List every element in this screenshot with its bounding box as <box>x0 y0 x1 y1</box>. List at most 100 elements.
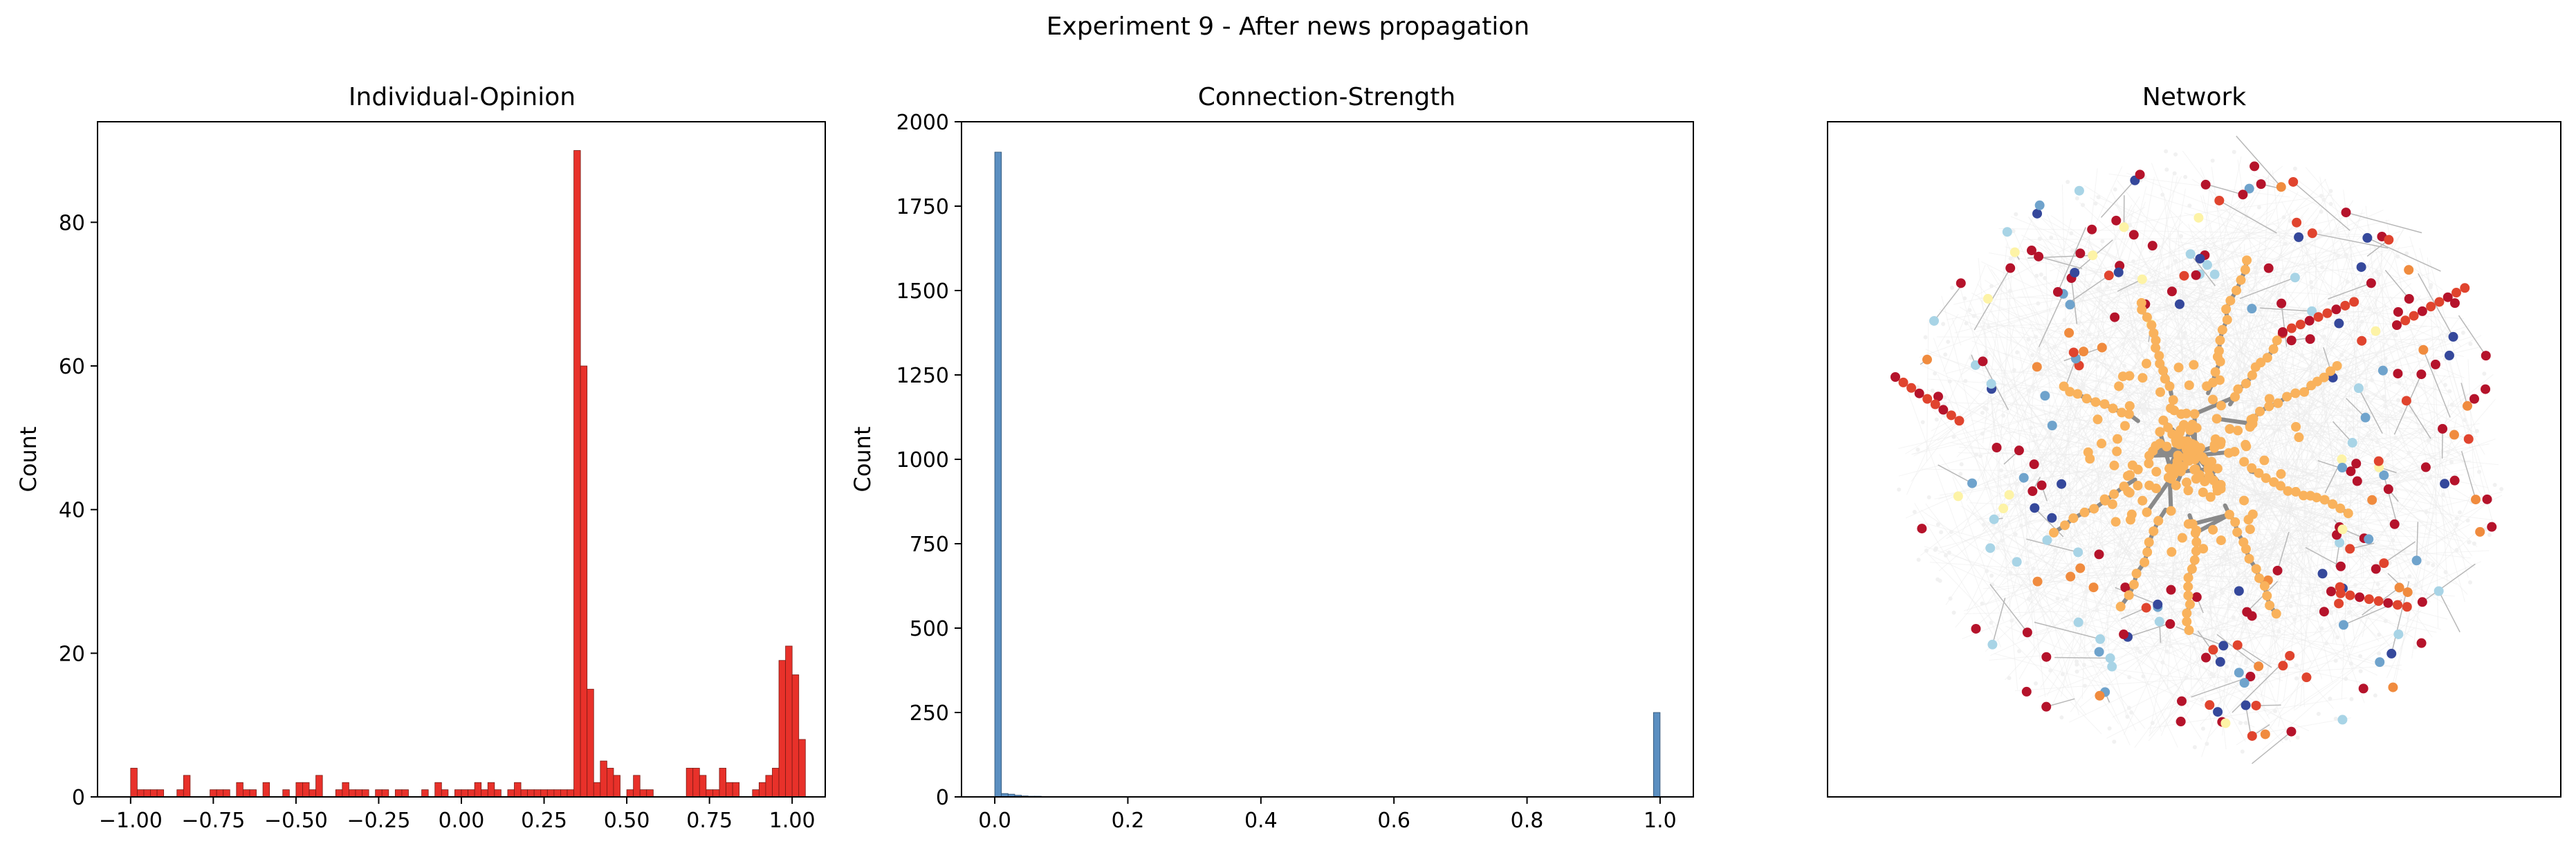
network-faint-node <box>2310 454 2315 459</box>
network-node <box>2346 466 2356 477</box>
network-faint-node <box>2359 320 2364 324</box>
opinion-histogram-bar <box>646 789 654 798</box>
network-cluster-node <box>2189 464 2200 475</box>
network-faint-node <box>2140 327 2145 332</box>
network-background-edge <box>2433 353 2439 628</box>
network-faint-node <box>2298 545 2303 550</box>
network-cluster-node <box>2211 414 2222 424</box>
network-background-edge <box>2336 233 2375 315</box>
network-faint-node <box>2292 411 2297 416</box>
network-cluster-node <box>2090 397 2101 407</box>
network-node <box>2041 652 2052 662</box>
network-faint-node <box>2083 589 2088 594</box>
network-background-edge <box>2210 514 2336 610</box>
network-cluster-node <box>2212 463 2223 474</box>
opinion-histogram-bar <box>580 365 588 798</box>
network-node <box>2238 190 2248 200</box>
network-faint-node <box>1947 379 1952 384</box>
network-edge <box>2216 634 2259 667</box>
network-cluster-node <box>2114 381 2124 392</box>
network-node <box>2113 267 2124 277</box>
network-faint-node <box>2200 697 2205 702</box>
network-cluster-node <box>2107 499 2117 509</box>
network-node <box>2364 534 2374 544</box>
network-faint-node <box>2232 149 2236 154</box>
network-faint-node <box>2055 460 2060 465</box>
network-faint-node <box>1959 462 1964 467</box>
network-faint-node <box>2031 385 2036 389</box>
network-edge <box>2458 315 2487 356</box>
network-node <box>2337 715 2348 725</box>
network-background-edge <box>1980 298 2075 585</box>
network-faint-node <box>2252 606 2257 611</box>
network-cluster-node <box>2240 264 2250 275</box>
network-cluster-node <box>2184 599 2195 609</box>
network-faint-node <box>1915 385 1920 389</box>
network-faint-node <box>1933 546 1938 551</box>
network-cluster-node <box>2115 601 2126 612</box>
network-faint-node <box>2407 450 2411 455</box>
network-cluster-node <box>2256 358 2266 368</box>
network-faint-node <box>2462 418 2467 423</box>
network-faint-node <box>2254 270 2258 275</box>
network-cluster-node <box>2291 422 2301 432</box>
network-node <box>2383 484 2393 495</box>
network-background-edge <box>2405 524 2471 557</box>
network-cluster-node <box>2099 399 2110 410</box>
network-faint-node <box>2017 649 2022 654</box>
network-node <box>2463 434 2474 444</box>
opinion-histogram-xtick-label: 1.00 <box>769 809 816 833</box>
network-node <box>2166 286 2177 297</box>
network-cluster-node <box>2151 342 2161 353</box>
network-faint-node <box>2482 371 2487 376</box>
network-faint-node <box>2160 192 2165 197</box>
network-cluster-node <box>2272 335 2282 346</box>
network-node <box>2393 306 2403 317</box>
network-node <box>2205 700 2215 710</box>
network-faint-node <box>1941 322 1946 327</box>
network-faint-node <box>2028 549 2033 554</box>
network-node <box>2481 384 2491 394</box>
network-node <box>2462 401 2472 411</box>
network-faint-node <box>2008 570 2013 575</box>
network-cluster-node <box>2182 477 2192 488</box>
network-cluster-node <box>2216 401 2226 411</box>
opinion-histogram-bar <box>752 789 760 798</box>
network-background-edge <box>2240 209 2364 587</box>
network-cluster-node <box>2127 460 2137 470</box>
network-faint-node <box>2295 735 2300 740</box>
network-faint-node <box>1942 395 1947 400</box>
network-cluster-node <box>2328 499 2338 509</box>
network-node <box>2286 335 2297 346</box>
network-faint-node <box>2348 661 2353 666</box>
network-faint-node <box>2426 561 2431 566</box>
network-node <box>2371 326 2381 336</box>
network-cluster-node <box>2097 439 2107 449</box>
network-faint-node <box>2238 721 2243 726</box>
network-faint-node <box>2424 510 2429 515</box>
network-node <box>2254 661 2264 672</box>
network-faint-node <box>2244 658 2249 663</box>
network-background-edge <box>2095 371 2189 708</box>
network-faint-node <box>2032 371 2037 376</box>
network-faint-node <box>2168 643 2173 648</box>
network-cluster-node <box>2137 304 2147 315</box>
network-faint-node <box>2465 518 2470 523</box>
network-faint-node <box>2328 697 2333 701</box>
network-faint-node <box>2164 649 2169 654</box>
network-faint-node <box>2032 434 2037 439</box>
network-node <box>1890 372 1900 382</box>
network-faint-node <box>2274 618 2279 623</box>
network-faint-node <box>2164 149 2169 154</box>
network-node <box>2029 459 2039 470</box>
network-background-edge <box>2348 441 2423 588</box>
network-faint-node <box>2088 343 2093 348</box>
network-cluster-node <box>2133 481 2143 491</box>
network-faint-node <box>2027 389 2032 394</box>
network-faint-node <box>1964 321 1969 326</box>
network-faint-node <box>2083 683 2088 688</box>
network-cluster-node <box>2109 460 2119 470</box>
network-background-edge <box>2258 363 2453 392</box>
network-node <box>2276 182 2286 192</box>
network-background-edge <box>2050 186 2147 578</box>
